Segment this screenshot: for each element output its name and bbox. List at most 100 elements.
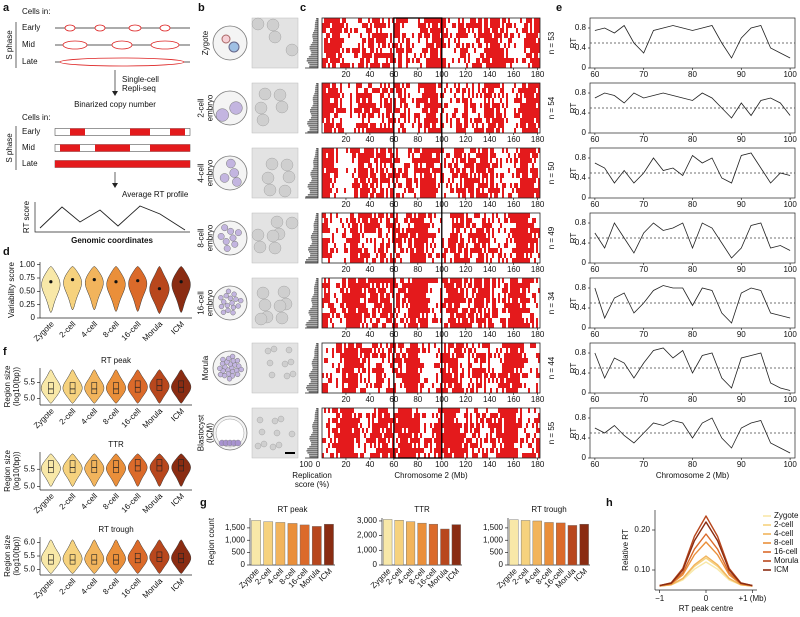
heatmap-cells (530, 278, 532, 283)
heatmap-cells (478, 423, 480, 438)
heatmap-cells (350, 238, 352, 263)
heatmap-cells (530, 343, 532, 348)
heatmap-cells (520, 308, 522, 328)
heatmap-cells (514, 153, 516, 168)
violin (41, 539, 61, 574)
heatmap-cells (498, 383, 500, 388)
heatmap-cells (466, 408, 468, 433)
heatmap-cells (402, 228, 404, 238)
heatmap-cells (396, 283, 398, 288)
x-tick-label: 100 (783, 200, 797, 209)
score-bar (308, 383, 318, 385)
violin (62, 539, 83, 574)
heatmap-border (321, 82, 541, 134)
heatmap-cells (336, 248, 338, 253)
heatmap-cells (322, 383, 324, 393)
heatmap-cells (498, 418, 500, 443)
heatmap-cells (390, 128, 392, 133)
heatmap-cells (538, 228, 540, 238)
heatmap-cells (394, 98, 396, 113)
heatmap-cells (390, 88, 392, 93)
heatmap-cells (382, 408, 384, 413)
score-bar (311, 298, 318, 300)
score-bar (315, 20, 318, 22)
score-bar (315, 152, 318, 154)
panel-label: g (200, 497, 207, 509)
heatmap-cells (324, 173, 326, 198)
heatmap-cells (334, 308, 336, 313)
heatmap-cells (418, 83, 420, 93)
heatmap-cells (390, 148, 392, 168)
heatmap-cells (388, 173, 390, 188)
heatmap-cells (436, 18, 438, 68)
heatmap-cells (440, 408, 442, 458)
score-bar (310, 113, 318, 115)
blastomere (229, 234, 237, 242)
heatmap-cells (452, 23, 454, 28)
score-bar (305, 324, 318, 326)
axis-label: Chromosome 2 (Mb) (656, 471, 730, 480)
heatmap-cells (336, 298, 338, 303)
heatmap-cells (418, 278, 420, 323)
heatmap-cells (442, 58, 444, 68)
heatmap-cells (394, 413, 396, 433)
heatmap-cells (386, 188, 388, 198)
y-tick-label: 5.0 (24, 394, 36, 403)
heatmap-cells (378, 213, 380, 218)
x-tick-label: 80 (688, 395, 697, 404)
heatmap-cells (472, 343, 474, 348)
heatmap-cells (438, 58, 440, 68)
heatmap-cells (440, 103, 442, 108)
heatmap-cells (470, 158, 472, 198)
bar (428, 523, 438, 566)
x-tick-label: ICM (169, 576, 186, 593)
heatmap-cells (394, 83, 396, 88)
heatmap-cells (462, 128, 464, 133)
heatmap-cells (534, 188, 536, 193)
heatmap-cells (486, 103, 488, 123)
heatmap-cells (458, 118, 460, 133)
heatmap-cells (354, 373, 356, 393)
heatmap-cells (334, 193, 336, 198)
micrograph-embryo (263, 183, 277, 197)
bar (324, 523, 334, 566)
heatmap-cells (452, 343, 454, 348)
heatmap-cells (364, 123, 366, 128)
y-tick-label: 1.00 (19, 260, 35, 269)
heatmap-cells (410, 213, 412, 223)
y-tick-label: 0.8 (575, 218, 587, 227)
heatmap-cells (376, 218, 378, 228)
heatmap-cells (494, 353, 496, 358)
heatmap-cells (522, 453, 524, 458)
x-tick-label: 80 (688, 200, 697, 209)
heatmap-cells (472, 433, 474, 438)
heatmap-cells (512, 173, 514, 178)
x-tick-label: 80 (413, 460, 422, 469)
y-tick-label: 0.4 (575, 303, 587, 312)
heatmap-cells (364, 433, 366, 438)
heatmap-cells (382, 188, 384, 198)
heatmap-cells (500, 408, 502, 438)
heatmap-cells (452, 408, 454, 453)
heatmap-cells (478, 318, 480, 328)
heatmap-cells (352, 433, 354, 458)
heatmap-cells (372, 368, 374, 373)
micrograph-embryo (251, 17, 265, 31)
heatmap-cells (326, 358, 328, 363)
heatmap-cells (374, 173, 376, 183)
score-bar (314, 26, 318, 28)
score-bar (314, 219, 318, 221)
heatmap-cells (476, 38, 478, 43)
heatmap-cells (482, 88, 484, 93)
heatmap-cells (414, 158, 416, 183)
score-bar (311, 300, 318, 302)
heatmap-cells (452, 388, 454, 393)
heatmap-cells (534, 433, 536, 438)
heatmap-cells (354, 128, 356, 133)
heatmap-cells (386, 278, 388, 288)
heatmap-cells (456, 43, 458, 48)
heatmap-cells (538, 178, 540, 198)
x-tick-label: 80 (688, 330, 697, 339)
heatmap-cells (516, 423, 518, 443)
heatmap-cells (332, 18, 334, 68)
